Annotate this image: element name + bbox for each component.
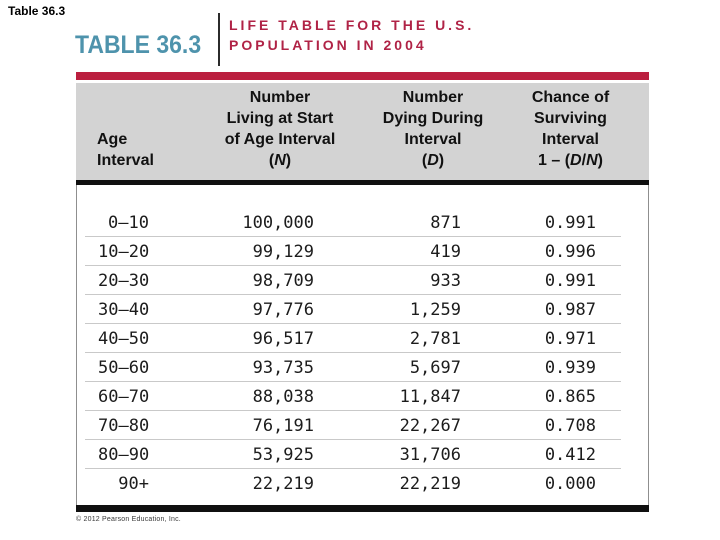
table-bottom-rule — [76, 505, 649, 512]
cell-number-dying: 5,697 — [409, 357, 461, 378]
cell-age-interval: 90+ — [77, 474, 187, 494]
column-header-age: Age Interval — [76, 129, 186, 171]
cell-number-living: 97,776 — [252, 299, 314, 320]
cell-number-dying: 419 — [430, 241, 461, 262]
title-accent-bar — [76, 72, 649, 80]
age-interval-text: 20–30 — [98, 270, 150, 291]
cell-age-interval: 20–30 — [77, 271, 187, 291]
copyright-notice: © 2012 Pearson Education, Inc. — [76, 516, 181, 523]
cell-age-interval: 10–20 — [77, 242, 187, 262]
cell-chance-surviving: 0.865 — [544, 386, 596, 407]
table-row: 30–40 97,776 1,259 0.987 — [77, 295, 648, 324]
table-body: 0–10 100,000 871 0.991 10–20 99,129 419 0.996 20… — [76, 185, 649, 505]
table-title: LIFE TABLE FOR THE U.S. POPULATION IN 20… — [229, 15, 474, 55]
column-header-line: Living at Start — [226, 110, 334, 127]
slide-corner-label: Table 36.3 — [8, 4, 66, 18]
cell-number-dying: 871 — [430, 212, 461, 233]
cell-chance-surviving: 0.000 — [544, 473, 596, 494]
cell-age-interval: 40–50 — [77, 329, 187, 349]
table-row: 20–30 98,709 933 0.991 — [77, 266, 648, 295]
table-row: 10–20 99,129 419 0.996 — [77, 237, 648, 266]
cell-number-living: 96,517 — [252, 328, 314, 349]
column-header-line: Interval — [404, 131, 462, 148]
cell-chance-surviving: 0.412 — [544, 444, 596, 465]
cell-chance-surviving: 0.971 — [544, 328, 596, 349]
cell-number-dying: 11,847 — [399, 386, 461, 407]
table-row: 70–80 76,191 22,267 0.708 — [77, 411, 648, 440]
column-header-line: Age — [97, 131, 128, 148]
age-interval-text: 40–50 — [98, 328, 150, 349]
cell-number-living: 53,925 — [252, 444, 314, 465]
age-interval-text: 90+ — [118, 473, 149, 494]
column-header-line: (N) — [268, 152, 292, 169]
age-interval-text: 0–10 — [108, 212, 149, 233]
column-header-line: Surviving — [534, 110, 607, 127]
column-header-line: Number — [402, 89, 464, 106]
cell-chance-surviving: 0.996 — [544, 241, 596, 262]
table-row: 60–70 88,038 11,847 0.865 — [77, 382, 648, 411]
life-table: Age Interval Number Living at Start of Age I… — [76, 83, 649, 512]
table-row: 80–90 53,925 31,706 0.412 — [77, 440, 648, 469]
column-header-line: 1 – (D/N) — [538, 152, 603, 169]
cell-age-interval: 0–10 — [77, 213, 187, 233]
cell-chance-surviving: 0.708 — [544, 415, 596, 436]
table-title-line2: POPULATION IN 2004 — [229, 37, 427, 53]
cell-number-dying: 933 — [430, 270, 461, 291]
cell-number-dying: 31,706 — [399, 444, 461, 465]
cell-number-living: 93,735 — [252, 357, 314, 378]
column-header-line: Chance of — [531, 89, 610, 106]
column-header-line: (D) — [421, 152, 445, 169]
table-header-row: Age Interval Number Living at Start of Age I… — [76, 83, 649, 180]
cell-chance-surviving: 0.991 — [544, 270, 596, 291]
cell-chance-surviving: 0.987 — [544, 299, 596, 320]
cell-number-dying: 22,267 — [399, 415, 461, 436]
cell-number-living: 98,709 — [252, 270, 314, 291]
table-row: 90+ 22,219 22,219 0.000 — [77, 469, 648, 498]
cell-number-dying: 1,259 — [409, 299, 461, 320]
cell-age-interval: 60–70 — [77, 387, 187, 407]
cell-age-interval: 50–60 — [77, 358, 187, 378]
column-header-chance: Chance of Surviving Interval 1 – (D/N) — [492, 87, 649, 171]
cell-number-living: 22,219 — [252, 473, 314, 494]
age-interval-text: 50–60 — [98, 357, 150, 378]
cell-number-dying: 22,219 — [399, 473, 461, 494]
column-header-line: Number — [249, 89, 311, 106]
table-row: 40–50 96,517 2,781 0.971 — [77, 324, 648, 353]
cell-number-living: 88,038 — [252, 386, 314, 407]
column-header-line: of Age Interval — [224, 131, 336, 148]
cell-number-living: 100,000 — [242, 212, 314, 233]
cell-number-living: 76,191 — [252, 415, 314, 436]
age-interval-text: 10–20 — [98, 241, 150, 262]
cell-age-interval: 70–80 — [77, 416, 187, 436]
age-interval-text: 60–70 — [98, 386, 150, 407]
age-interval-text: 30–40 — [98, 299, 150, 320]
table-title-line1: LIFE TABLE FOR THE U.S. — [229, 17, 475, 33]
header-bottom-rule — [76, 180, 649, 185]
cell-age-interval: 80–90 — [77, 445, 187, 465]
table-row: 0–10 100,000 871 0.991 — [77, 208, 648, 237]
table-number-heading: TABLE 36.3 — [75, 31, 202, 59]
cell-chance-surviving: 0.991 — [544, 212, 596, 233]
cell-chance-surviving: 0.939 — [544, 357, 596, 378]
title-divider-rule — [218, 13, 220, 66]
age-interval-text: 80–90 — [98, 444, 150, 465]
column-header-line: Interval — [97, 152, 154, 169]
column-header-n: Number Living at Start of Age Interval (N) — [186, 87, 374, 171]
cell-number-dying: 2,781 — [409, 328, 461, 349]
column-header-d: Number Dying During Interval (D) — [374, 87, 492, 171]
age-interval-text: 70–80 — [98, 415, 150, 436]
cell-age-interval: 30–40 — [77, 300, 187, 320]
column-header-line: Dying During — [382, 110, 484, 127]
column-header-line: Interval — [542, 131, 599, 148]
cell-number-living: 99,129 — [252, 241, 314, 262]
table-row: 50–60 93,735 5,697 0.939 — [77, 353, 648, 382]
